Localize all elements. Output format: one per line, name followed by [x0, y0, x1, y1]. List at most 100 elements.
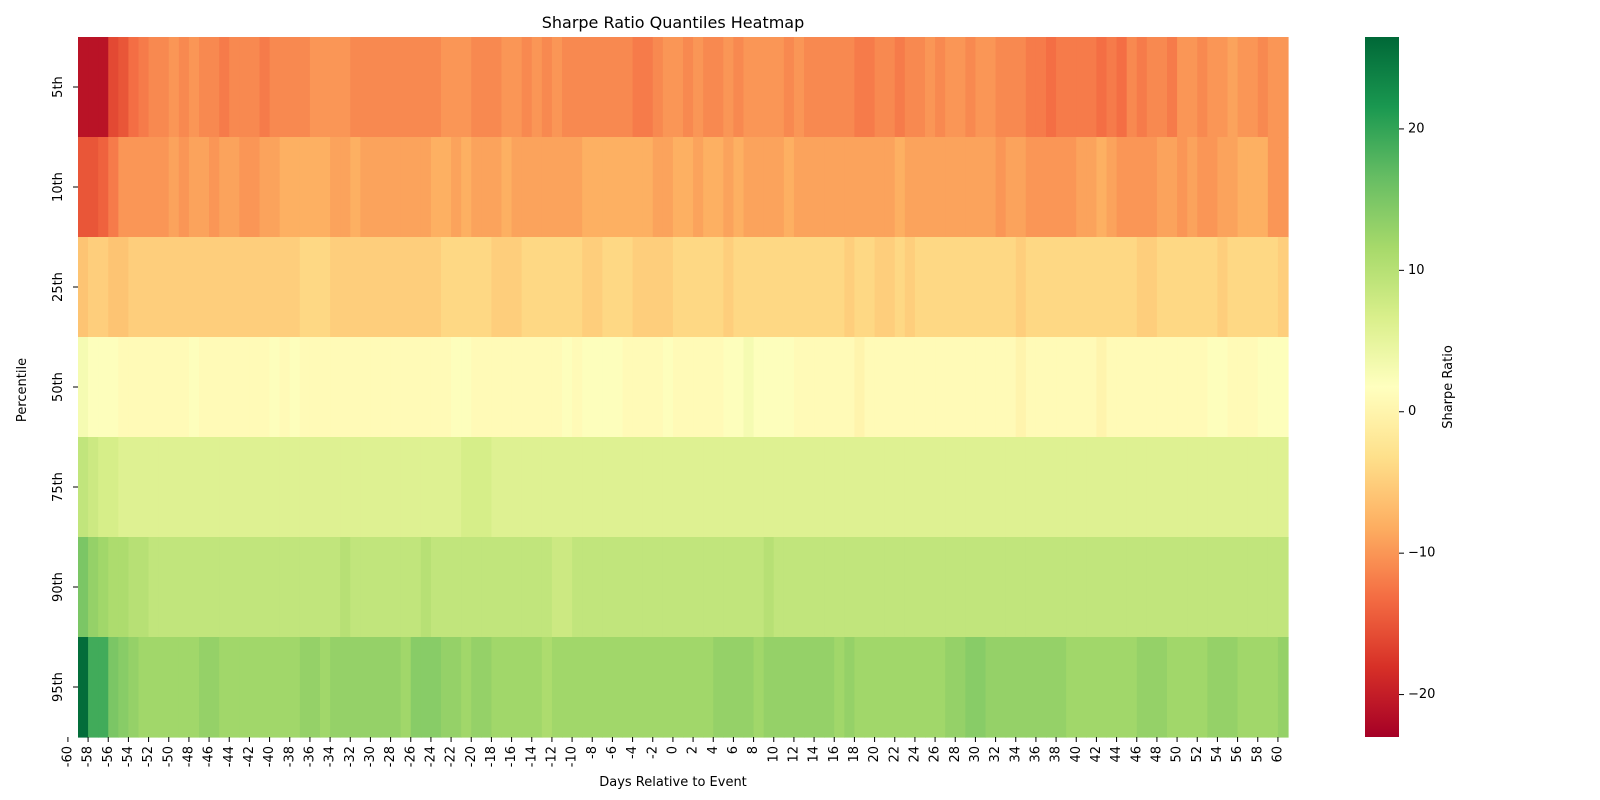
heatmap-cell: [854, 537, 866, 638]
heatmap-cell: [753, 437, 765, 538]
heatmap-cell: [834, 137, 845, 238]
heatmap-cell: [400, 137, 412, 238]
heatmap-cell: [642, 37, 654, 138]
heatmap-cell: [975, 637, 987, 738]
heatmap-cell: [1247, 137, 1259, 238]
heatmap-cell: [814, 137, 825, 238]
heatmap-cell: [955, 137, 966, 238]
heatmap-cell: [178, 637, 190, 738]
heatmap-cell: [451, 537, 462, 638]
heatmap-cell: [1197, 37, 1208, 138]
heatmap-cell: [390, 437, 402, 538]
heatmap-cell: [88, 37, 99, 138]
heatmap-cell: [753, 137, 765, 238]
heatmap-cell: [1126, 537, 1138, 638]
heatmap-cell: [78, 637, 89, 738]
heatmap-cell: [995, 137, 1007, 238]
heatmap-cell: [108, 537, 119, 638]
heatmap-cell: [1197, 637, 1208, 738]
heatmap-cell: [148, 437, 160, 538]
heatmap-cell: [1056, 437, 1067, 538]
heatmap-cell: [713, 637, 724, 738]
heatmap-cell: [783, 37, 795, 138]
heatmap-cell: [350, 37, 361, 138]
heatmap-cell: [773, 537, 785, 638]
heatmap-cell: [269, 137, 281, 238]
heatmap-cell: [773, 437, 785, 538]
heatmap-cell: [199, 337, 210, 438]
heatmap-cell: [572, 637, 583, 738]
heatmap-cell: [471, 237, 482, 338]
heatmap-cell: [461, 637, 472, 738]
heatmap-cell: [1046, 337, 1057, 438]
heatmap-cell: [814, 337, 825, 438]
heatmap-cell: [864, 337, 876, 438]
heatmap-cell: [864, 637, 876, 738]
heatmap-cell: [1015, 537, 1027, 638]
heatmap-cell: [1106, 637, 1118, 738]
heatmap-cell: [370, 337, 382, 438]
heatmap-cell: [914, 537, 926, 638]
heatmap-cell: [612, 237, 624, 338]
heatmap-cell: [562, 337, 573, 438]
heatmap-cell: [441, 137, 452, 238]
heatmap-cell: [662, 237, 674, 338]
heatmap-cell: [471, 137, 482, 238]
heatmap-cell: [1096, 37, 1108, 138]
heatmap-cell: [894, 237, 906, 338]
heatmap-cell: [1086, 637, 1098, 738]
heatmap-cell: [138, 637, 150, 738]
heatmap-cell: [703, 437, 714, 538]
heatmap-cell: [1106, 37, 1118, 138]
heatmap-cell: [88, 237, 99, 338]
heatmap-cell: [1096, 337, 1108, 438]
x-tick-label: 26: [928, 746, 943, 763]
heatmap-cell: [1116, 437, 1128, 538]
heatmap-cell: [410, 237, 422, 338]
heatmap-cell: [118, 337, 130, 438]
heatmap-cell: [1116, 237, 1128, 338]
heatmap-cell: [854, 37, 866, 138]
heatmap-cell: [602, 337, 614, 438]
heatmap-cell: [1156, 37, 1168, 138]
heatmap-cell: [461, 237, 472, 338]
heatmap-cell: [864, 37, 876, 138]
heatmap-cell: [995, 337, 1007, 438]
y-tick-label: 25th: [51, 272, 66, 302]
heatmap-cell: [1177, 137, 1188, 238]
heatmap-cell: [1096, 137, 1108, 238]
x-tick-label: -58: [81, 746, 96, 767]
x-tick-label: 60: [1270, 746, 1285, 763]
heatmap-cell: [249, 37, 261, 138]
heatmap-cell: [864, 437, 876, 538]
heatmap-cell: [935, 337, 946, 438]
heatmap-cell: [188, 337, 200, 438]
heatmap-cell: [410, 137, 422, 238]
heatmap-cell: [935, 137, 946, 238]
heatmap-cell: [1046, 437, 1057, 538]
heatmap-cell: [128, 537, 140, 638]
heatmap-cell: [350, 437, 361, 538]
heatmap-cell: [925, 537, 936, 638]
heatmap-cell: [1076, 537, 1087, 638]
heatmap-cell: [753, 337, 765, 438]
heatmap-cell: [1167, 237, 1178, 338]
heatmap-cell: [199, 237, 210, 338]
heatmap-cell: [904, 137, 916, 238]
heatmap-cell: [1066, 237, 1077, 338]
heatmap-cell: [763, 237, 775, 338]
heatmap-cell: [804, 337, 815, 438]
heatmap-cell: [219, 637, 230, 738]
heatmap-cell: [380, 637, 392, 738]
x-tick-label: -2: [645, 746, 660, 759]
heatmap-cell: [824, 237, 835, 338]
heatmap-cell: [471, 537, 482, 638]
heatmap-cell: [239, 637, 251, 738]
heatmap-cell: [299, 437, 311, 538]
heatmap-cell: [935, 37, 946, 138]
heatmap-cell: [975, 537, 987, 638]
heatmap-cell: [1207, 637, 1219, 738]
heatmap-cell: [592, 337, 603, 438]
heatmap-cell: [390, 37, 402, 138]
heatmap-cell: [471, 437, 482, 538]
